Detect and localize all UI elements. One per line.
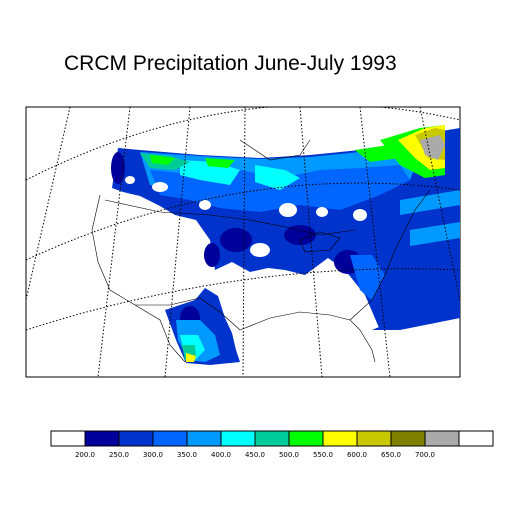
precip-hole-5 xyxy=(199,200,211,210)
florida xyxy=(359,329,376,363)
precip-green-patch-1 xyxy=(150,155,175,165)
colorbar-box xyxy=(322,430,358,447)
map-title: CRCM Precipitation June-July 1993 xyxy=(64,52,397,75)
west-coast xyxy=(91,194,186,363)
colorbar-label: 450.0 xyxy=(245,451,265,459)
colorbar-box xyxy=(288,430,324,447)
colorbar-box xyxy=(254,430,290,447)
precip-east-light-2 xyxy=(410,222,460,246)
precip-hole-2 xyxy=(316,207,328,217)
colorbar-label: 650.0 xyxy=(381,451,401,459)
precip-cyan-patch-2 xyxy=(255,165,300,190)
lon-line-1 xyxy=(26,107,71,301)
colorbar-box xyxy=(424,430,460,447)
great-lakes xyxy=(299,231,341,253)
colorbar-label: 600.0 xyxy=(347,451,367,459)
precip-hole-7 xyxy=(250,243,270,257)
colorbar-label: 550.0 xyxy=(313,451,333,459)
precip-east-strip xyxy=(372,306,460,330)
colorbar-label: 350.0 xyxy=(177,451,197,459)
precip-hole-6 xyxy=(353,209,367,221)
colorbar-label: 500.0 xyxy=(279,451,299,459)
colorbar-box xyxy=(186,430,222,447)
precip-hole-1 xyxy=(279,203,297,217)
graticule xyxy=(26,107,460,377)
colorbar-box xyxy=(50,430,86,447)
colorbar-label: 700.0 xyxy=(415,451,435,459)
colorbar-box xyxy=(84,430,120,447)
precip-east-light-1 xyxy=(400,190,460,215)
colorbar-box xyxy=(118,430,154,447)
colorbar-box xyxy=(152,430,188,447)
coastlines xyxy=(91,139,431,363)
colorbar-box xyxy=(390,430,426,447)
us-canada-border xyxy=(104,199,356,236)
colorbar-boxes xyxy=(50,430,494,447)
precip-hole-4 xyxy=(125,176,135,184)
colorbar-label: 250.0 xyxy=(109,451,129,459)
lat-line-2 xyxy=(26,182,460,261)
lon-line-4 xyxy=(242,107,246,377)
precip-dark-1 xyxy=(111,152,125,184)
precip-green-patch-2 xyxy=(205,158,235,168)
precip-mexico-yellow xyxy=(186,353,196,362)
colorbar-label: 200.0 xyxy=(75,451,95,459)
colorbar-box xyxy=(220,430,256,447)
precip-east-light-3 xyxy=(350,255,385,300)
lon-line-7 xyxy=(419,107,460,301)
colorbar-label: 300.0 xyxy=(143,451,163,459)
precip-hole-3 xyxy=(152,182,168,192)
colorbar-label: 400.0 xyxy=(211,451,231,459)
colorbar-box xyxy=(356,430,392,447)
colorbar-labels: 200.0 250.0 300.0 350.0 400.0 450.0 500.0 550.0… xyxy=(75,451,435,459)
gulf-coast xyxy=(239,311,361,331)
us-mexico-border xyxy=(135,297,241,331)
precip-dark-3 xyxy=(284,225,316,245)
colorbar-box xyxy=(458,430,494,447)
east-coast xyxy=(349,189,431,321)
hudson-bay xyxy=(239,139,311,161)
precip-ne-gray xyxy=(420,135,445,160)
precip-dark-6 xyxy=(204,243,220,267)
